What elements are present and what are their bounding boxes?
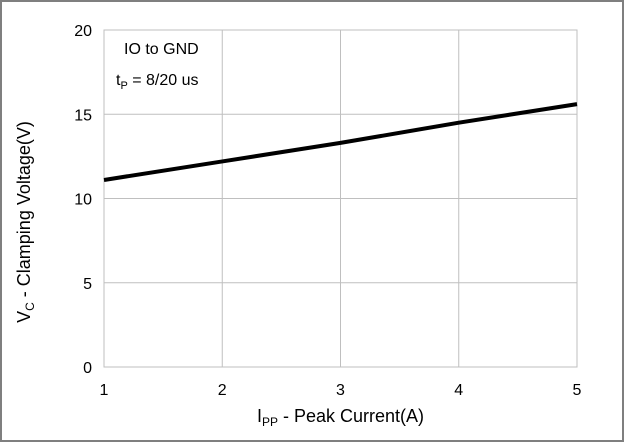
y-tick-label: 10 — [74, 192, 92, 209]
y-label-main: V — [14, 311, 34, 323]
x-label-main: I — [257, 406, 262, 426]
annotation-t-sub: P — [120, 80, 127, 92]
annotation-line-1: IO to GND — [124, 41, 199, 58]
y-label-rest: - Clamping Voltage(V) — [14, 121, 34, 302]
series-line — [103, 102, 578, 182]
plot-area — [103, 29, 578, 368]
tick-labels: 0 5 10 15 20 1 2 3 4 5 — [74, 23, 581, 399]
x-tick-label: 5 — [573, 382, 582, 399]
x-label-rest: - Peak Current(A) — [278, 406, 424, 426]
y-tick-label: 15 — [74, 107, 92, 124]
annotation-t-rest: = 8/20 us — [128, 72, 199, 89]
annotation-line-2: tP = 8/20 us — [116, 72, 199, 92]
x-tick-label: 3 — [336, 382, 345, 399]
annotation-t-main: t — [116, 72, 121, 89]
y-axis-label: VC - Clamping Voltage(V) — [14, 121, 37, 323]
y-tick-label: 0 — [83, 360, 92, 377]
x-tick-label: 4 — [454, 382, 463, 399]
y-tick-label: 20 — [74, 23, 92, 40]
x-label-sub: PP — [262, 415, 278, 429]
x-tick-label: 2 — [218, 382, 227, 399]
x-tick-label: 1 — [100, 382, 109, 399]
x-axis-label: IPP - Peak Current(A) — [257, 406, 424, 429]
y-label-sub: C — [23, 302, 37, 311]
series — [103, 102, 578, 182]
y-tick-label: 5 — [83, 276, 92, 293]
